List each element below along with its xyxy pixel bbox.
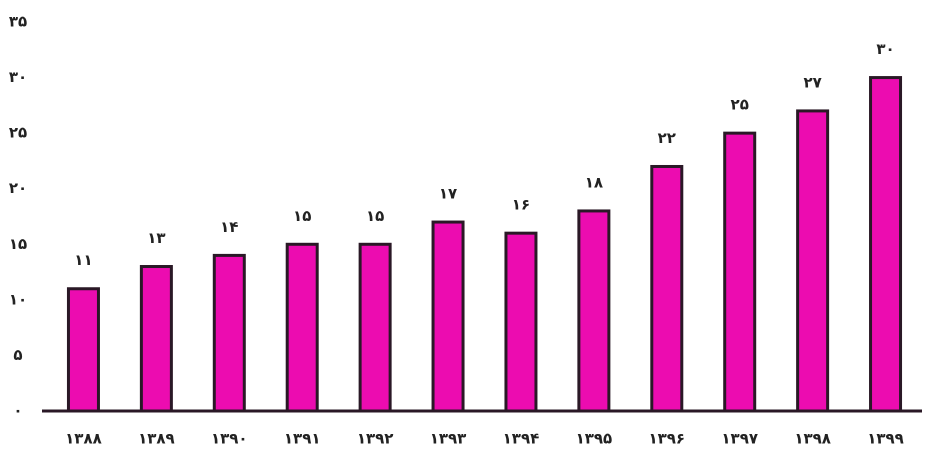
value-label: ۲۷	[803, 73, 821, 91]
bar	[796, 109, 830, 413]
y-tick-label: ۵	[13, 346, 22, 364]
x-tick-label: ۱۳۹۵	[576, 430, 613, 448]
bar	[577, 209, 611, 413]
bar	[285, 242, 319, 413]
x-tick-label: ۱۳۹۰	[211, 430, 248, 448]
bar	[139, 265, 173, 413]
x-tick-label: ۱۳۹۴	[503, 430, 540, 448]
y-tick-label: ۲۰	[9, 179, 27, 197]
x-tick-label: ۱۳۹۲	[357, 430, 394, 448]
value-label: ۱۷	[439, 185, 457, 203]
y-tick-label: ۳۰	[9, 68, 27, 86]
bar	[431, 220, 465, 413]
x-tick-label: ۱۳۹۳	[430, 430, 467, 448]
value-label: ۱۵	[293, 207, 311, 225]
value-label: ۲۲	[658, 129, 676, 147]
bar	[212, 253, 246, 413]
value-label: ۱۱	[74, 251, 92, 269]
value-label: ۱۴	[220, 218, 238, 236]
y-tick-label: ۰	[13, 402, 22, 420]
x-tick-label: ۱۳۸۹	[138, 430, 175, 448]
value-label: ۳۰	[876, 40, 894, 58]
value-label: ۱۶	[512, 196, 530, 214]
bar	[723, 131, 757, 413]
x-tick-label: ۱۳۹۸	[794, 430, 831, 448]
x-tick-label: ۱۳۹۶	[648, 430, 685, 448]
bar	[650, 164, 684, 413]
x-tick-label: ۱۳۹۱	[284, 430, 321, 448]
bar	[869, 76, 903, 413]
y-tick-label: ۱۵	[9, 235, 27, 253]
x-tick-label: ۱۳۹۹	[867, 430, 904, 448]
y-tick-label: ۲۵	[9, 124, 27, 142]
value-label: ۱۸	[585, 173, 603, 191]
value-label: ۱۵	[366, 207, 384, 225]
bar	[66, 287, 100, 413]
value-label: ۲۵	[731, 96, 749, 114]
y-tick-label: ۱۰	[9, 290, 27, 308]
bar	[504, 231, 538, 413]
x-tick-label: ۱۳۸۸	[65, 430, 102, 448]
value-label: ۱۳	[147, 229, 165, 247]
x-tick-label: ۱۳۹۷	[721, 430, 758, 448]
y-tick-label: ۳۵	[9, 13, 27, 31]
bar	[358, 242, 392, 413]
